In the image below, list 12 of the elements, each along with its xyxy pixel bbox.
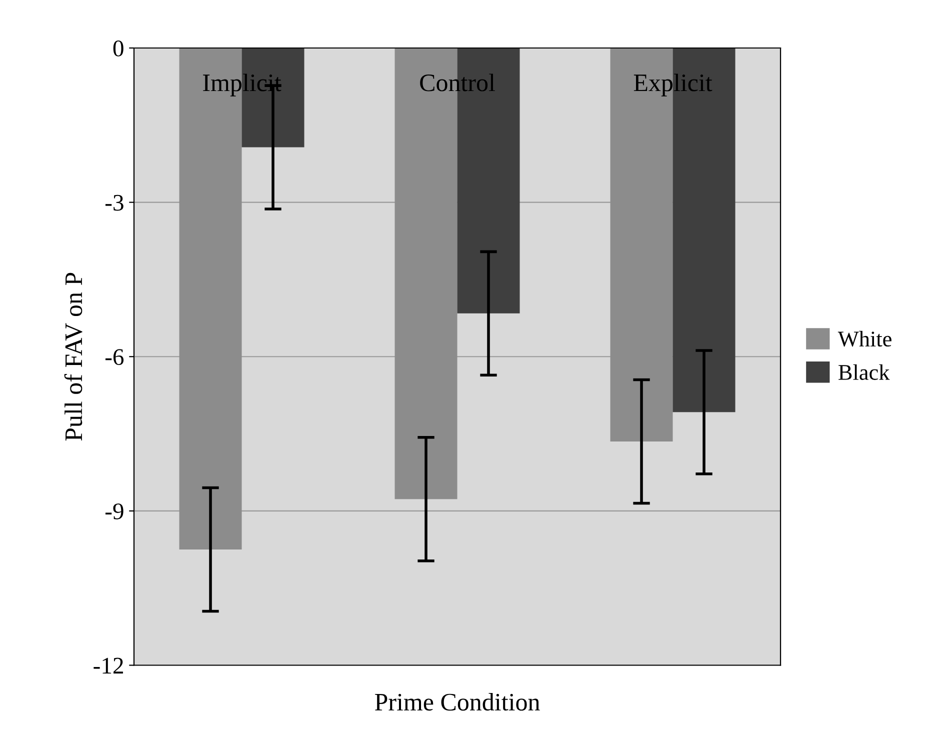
y-tick-label: -3: [105, 194, 124, 211]
x-tick-label: Control: [420, 74, 495, 92]
y-tick-label: -9: [105, 503, 124, 520]
y-tick-label: -12: [94, 658, 123, 674]
legend-label: White: [838, 330, 892, 347]
legend-label: Black: [838, 364, 890, 380]
x-tick-label: Implicit: [203, 74, 282, 96]
y-tick-label: 0: [113, 40, 124, 56]
y-axis-title: Pull of FAV on P: [64, 272, 82, 441]
x-axis-title: Prime Condition: [374, 693, 540, 711]
x-tick-label: Explicit: [634, 74, 712, 96]
y-tick-label: -6: [105, 349, 124, 366]
